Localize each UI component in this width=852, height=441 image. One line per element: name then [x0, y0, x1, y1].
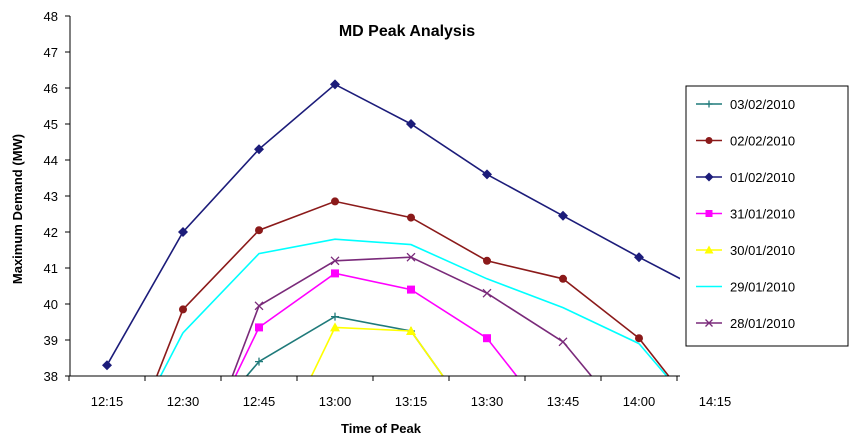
series-tail: [231, 305, 260, 376]
x-axis-title: Time of Peak: [341, 421, 422, 436]
y-tick-label: 44: [44, 153, 58, 168]
data-point: [559, 274, 567, 283]
x-tick-label: 13:30: [471, 394, 504, 409]
x-tick-label: 14:15: [699, 394, 732, 409]
y-tick-label: 46: [44, 81, 58, 96]
legend-label: 03/02/2010: [730, 97, 795, 112]
series-line: [334, 326, 412, 332]
series-1: [155, 197, 670, 376]
series-tail: [310, 327, 336, 376]
legend-item: 03/02/2010: [696, 97, 795, 112]
data-point: [704, 172, 714, 182]
y-tick-label: 43: [44, 189, 58, 204]
x-tick-label: 12:15: [91, 394, 124, 409]
series-line: [182, 200, 640, 339]
y-tick-label: 40: [44, 297, 58, 312]
data-point: [254, 301, 264, 311]
series-tail: [155, 309, 184, 376]
series-tail: [234, 327, 260, 376]
data-point: [255, 357, 263, 366]
legend: 03/02/2010 02/02/2010 01/02/2010 31/01/2010…: [685, 85, 849, 347]
data-point: [558, 210, 568, 221]
x-tick-label: 12:30: [167, 394, 200, 409]
data-point: [407, 213, 415, 222]
series-tail: [245, 361, 260, 376]
y-tick-label: 41: [44, 261, 58, 276]
legend-label: 30/01/2010: [730, 243, 795, 258]
legend-label: 31/01/2010: [730, 207, 795, 222]
axes-layer: 38 39 40 41 42 43 44 45 46 47 48 12:15 12:30 12:45 13:…: [44, 9, 732, 409]
data-point: [705, 100, 713, 108]
data-point: [255, 226, 263, 235]
x-tick-label: 13:00: [319, 394, 352, 409]
legend-box: [685, 85, 849, 347]
data-point: [179, 305, 187, 314]
data-point: [705, 210, 713, 217]
chart-title: MD Peak Analysis: [339, 23, 475, 40]
data-point: [255, 323, 263, 332]
y-tick-label: 38: [44, 369, 58, 384]
y-tick-label: 47: [44, 45, 58, 60]
y-tick-label: 42: [44, 225, 58, 240]
data-point: [406, 119, 416, 129]
x-tick-label: 14:00: [623, 394, 656, 409]
data-point: [406, 326, 416, 335]
y-tick-label: 39: [44, 333, 58, 348]
data-point: [254, 144, 264, 155]
y-axis-title: Maximum Demand (MW): [10, 134, 25, 284]
data-point: [558, 337, 568, 347]
data-point: [102, 360, 112, 371]
x-tick-label: 13:45: [547, 394, 580, 409]
legend-label: 29/01/2010: [730, 280, 795, 295]
series-tail: [410, 330, 444, 376]
data-point: [331, 197, 339, 206]
series-line: [182, 238, 640, 345]
x-tick-label: 13:15: [395, 394, 428, 409]
series-line: [258, 272, 488, 339]
data-point: [406, 252, 416, 262]
data-point: [330, 256, 340, 266]
data-point: [483, 334, 491, 343]
data-point: [330, 322, 340, 332]
data-point: [634, 252, 644, 263]
data-point: [331, 312, 339, 321]
legend-item: 28/01/2010: [696, 316, 795, 331]
series-tail: [486, 337, 518, 376]
legend-item: 29/01/2010: [696, 280, 795, 295]
data-point: [330, 79, 340, 90]
data-point: [407, 285, 415, 294]
series-layer: [102, 79, 680, 376]
y-tick-label: 48: [44, 9, 58, 24]
data-point: [331, 269, 339, 278]
x-tick-label: 12:45: [243, 394, 276, 409]
data-point: [178, 227, 188, 237]
legend-label: 02/02/2010: [730, 134, 795, 149]
series-2: [102, 79, 680, 371]
series-5: [159, 238, 668, 376]
y-tick-label: 45: [44, 117, 58, 132]
data-point: [705, 137, 713, 144]
series-3: [234, 269, 518, 376]
data-point: [635, 334, 643, 343]
legend-item: 31/01/2010: [696, 207, 795, 222]
legend-label: 01/02/2010: [730, 170, 795, 185]
data-point: [483, 256, 491, 265]
series-tail: [638, 343, 668, 376]
legend-item: 30/01/2010: [696, 243, 795, 258]
series-tail: [159, 332, 184, 376]
data-point: [482, 288, 492, 298]
legend-item: 02/02/2010: [696, 134, 795, 149]
legend-item: 01/02/2010: [696, 170, 795, 185]
series-6: [231, 252, 593, 376]
series-tail: [562, 341, 593, 376]
data-point: [705, 319, 713, 327]
data-point: [704, 245, 714, 254]
series-4: [310, 322, 444, 376]
series-tail: [638, 337, 670, 376]
legend-label: 28/01/2010: [730, 316, 795, 331]
data-point: [482, 169, 492, 180]
